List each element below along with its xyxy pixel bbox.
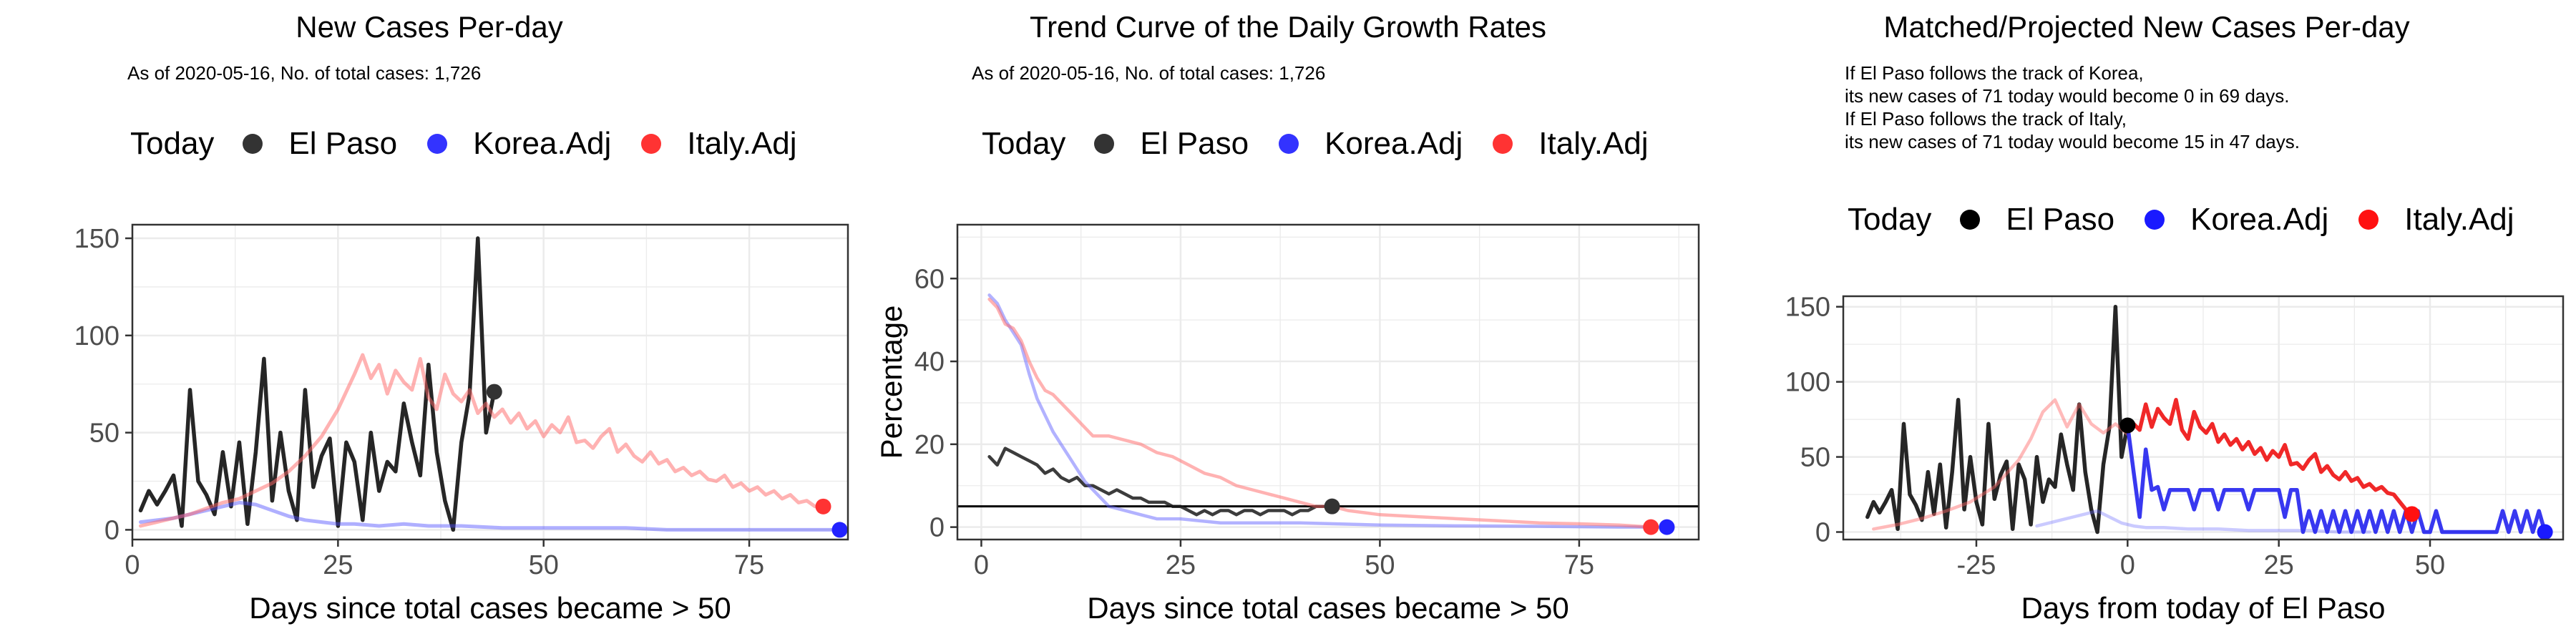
legend-label: El Paso (1140, 126, 1249, 161)
plot-border (131, 223, 849, 541)
plot-area (957, 225, 1699, 540)
legend-item-el-paso: El Paso (243, 126, 397, 162)
today-marker-italy-adj (2404, 506, 2420, 522)
legend-item-el-paso: El Paso (1094, 126, 1249, 162)
x-axis-label: Days from today of El Paso (2021, 591, 2386, 625)
y-tick-label: 0 (104, 515, 119, 545)
y-tick-label: 150 (1785, 293, 1830, 323)
legend-item-korea: Korea.Adj (427, 126, 611, 162)
x-tick-label: 75 (734, 550, 764, 580)
series-line-korea-adj (2125, 423, 2547, 535)
legend-marker-korea (1279, 134, 1299, 154)
series-line-el-paso (138, 236, 497, 532)
legend-label: El Paso (288, 126, 398, 161)
legend: Today El Paso Korea.Adj Italy.Adj (1848, 202, 2545, 238)
series-line-italy-adj (987, 297, 1653, 529)
legend-marker-el-paso (243, 134, 263, 154)
legend-item-korea: Korea.Adj (1279, 126, 1463, 162)
legend-label: Italy.Adj (2404, 202, 2514, 237)
legend-marker-el-paso (1094, 134, 1115, 154)
legend-label: El Paso (2006, 202, 2115, 237)
legend-marker-italy (2358, 210, 2379, 230)
y-tick-label: 50 (89, 419, 119, 449)
x-tick-label: 50 (2415, 550, 2445, 580)
legend-label: Korea.Adj (473, 126, 612, 161)
series-line-italy-adj-history (1872, 398, 2129, 531)
legend-label: Korea.Adj (2190, 202, 2329, 237)
chart-title: Matched/Projected New Cases Per-day (1883, 10, 2410, 44)
chart-subtitle: If El Paso follows the track of Korea, i… (1845, 62, 2300, 152)
chart-subtitle: As of 2020-05-16, No. of total cases: 1,… (127, 62, 482, 84)
x-tick-label: 25 (2264, 550, 2294, 580)
y-tick-label: 40 (914, 347, 945, 377)
legend-marker-korea (427, 134, 448, 154)
chart-title: Trend Curve of the Daily Growth Rates (1029, 10, 1547, 44)
x-axis-label: Days since total cases became > 50 (1087, 591, 1569, 625)
plot-border (1842, 295, 2565, 541)
legend-title: Today (130, 126, 215, 161)
y-tick-label: 100 (74, 321, 119, 351)
today-marker-korea-adj (1659, 519, 1675, 535)
chart-title: New Cases Per-day (296, 10, 563, 44)
legend-item-el-paso: El Paso (1960, 202, 2114, 238)
legend-title: Today (982, 126, 1066, 161)
x-tick-label: 75 (1564, 550, 1594, 580)
x-tick-label: 50 (529, 550, 559, 580)
y-tick-label: 50 (1800, 443, 1830, 473)
plot-svg: 0 25 50 75 0 50 100 150 Days since total cases b… (74, 223, 849, 625)
y-tick-label: 20 (914, 430, 945, 460)
legend-item-italy: Italy.Adj (641, 126, 797, 162)
chart-panel-new-cases: New Cases Per-day As of 2020-05-16, No. … (0, 0, 859, 644)
today-marker-italy-adj (815, 498, 831, 514)
series-line-el-paso (1865, 304, 2130, 535)
today-marker-el-paso (1324, 498, 1340, 514)
today-marker-el-paso (2119, 417, 2136, 434)
y-tick-label: 60 (914, 264, 945, 294)
legend-item-korea: Korea.Adj (2145, 202, 2328, 238)
today-marker-italy-adj (1643, 519, 1659, 535)
x-tick-label: 50 (1365, 550, 1395, 580)
chart-subtitle: As of 2020-05-16, No. of total cases: 1,… (972, 62, 1326, 84)
legend-item-italy: Italy.Adj (2358, 202, 2514, 238)
y-tick-label: 150 (74, 224, 119, 254)
legend-marker-italy (1493, 134, 1513, 154)
series-line-el-paso (987, 447, 1334, 517)
plot-svg: 0 25 50 75 0 20 40 60 Days since total cases bec… (874, 223, 1700, 625)
x-tick-label: 0 (974, 550, 989, 580)
series-line-italy-adj (2125, 398, 2414, 517)
legend-label: Italy.Adj (687, 126, 797, 161)
y-tick-label: 0 (1815, 518, 1830, 548)
legend-label: Korea.Adj (1324, 126, 1463, 161)
x-tick-label: 0 (125, 550, 140, 580)
series-line-korea-adj (139, 500, 841, 532)
x-tick-label: 25 (323, 550, 353, 580)
legend-marker-el-paso (1960, 210, 1981, 230)
legend: Today El Paso Korea.Adj Italy.Adj (982, 126, 1679, 162)
legend: Today El Paso Korea.Adj Italy.Adj (130, 126, 827, 162)
y-axis-label: Percentage (874, 306, 908, 459)
legend-title: Today (1848, 202, 1932, 237)
plot-svg: -25 0 25 50 0 50 100 150 Days from today of El P… (1785, 293, 2565, 625)
series-line-korea-adj-history (2035, 509, 2371, 534)
legend-marker-italy (641, 134, 662, 154)
x-axis-label: Days since total cases became > 50 (249, 591, 731, 625)
today-marker-korea-adj (2537, 524, 2553, 540)
y-tick-label: 0 (930, 513, 945, 543)
x-tick-label: -25 (1957, 550, 1996, 580)
x-tick-label: 25 (1166, 550, 1196, 580)
today-marker-korea-adj (831, 522, 848, 538)
plot-border (956, 223, 1700, 541)
legend-label: Italy.Adj (1538, 126, 1649, 161)
legend-item-italy: Italy.Adj (1493, 126, 1649, 162)
y-tick-label: 100 (1785, 368, 1830, 398)
legend-marker-korea (2145, 210, 2165, 230)
plot-area (132, 225, 848, 540)
chart-panel-projected: Matched/Projected New Cases Per-day If E… (1717, 0, 2576, 644)
series-line-italy-adj (139, 353, 825, 528)
series-line-korea-adj (987, 293, 1669, 529)
chart-panel-growth-rates: Trend Curve of the Daily Growth Rates As… (859, 0, 1717, 644)
today-marker-el-paso (486, 384, 502, 400)
x-tick-label: 0 (2120, 550, 2135, 580)
